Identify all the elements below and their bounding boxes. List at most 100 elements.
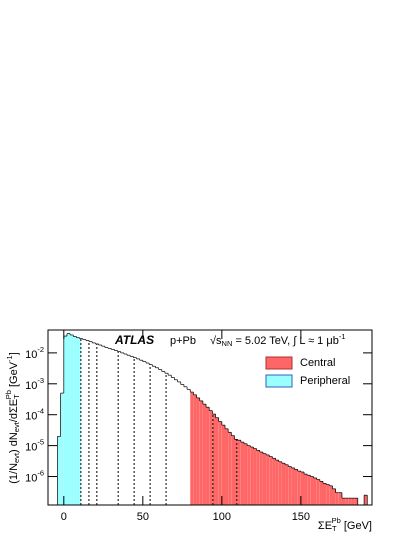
bar	[180, 384, 184, 505]
bar-region-fill	[266, 454, 270, 505]
y-label-part: (1/N	[8, 463, 20, 484]
bar-region-fill	[60, 393, 64, 505]
y-tick-label: 10-6	[25, 469, 44, 485]
bar-region-fill	[228, 432, 232, 505]
bar	[130, 356, 134, 505]
bar-region-fill	[262, 453, 267, 505]
bar-region-fill	[66, 333, 71, 505]
bar-region-fill	[243, 443, 248, 505]
bar	[158, 369, 162, 505]
bar	[161, 371, 165, 505]
bar	[145, 363, 150, 505]
bar-region-fill	[354, 498, 358, 505]
bar	[123, 354, 128, 505]
bar	[149, 364, 153, 505]
y-label-part: ) dN	[8, 432, 20, 453]
x-label-part: ΣE	[318, 520, 332, 532]
bar	[174, 379, 178, 505]
energy-label: √sNN = 5.02 TeV, ∫ L ≈ 1 μb-1	[210, 332, 345, 348]
y-label-part: T	[12, 394, 21, 399]
y-axis-label: (1/Nevt) dNevt/dΣETPb [GeV-1]	[4, 352, 21, 484]
bar-region-fill	[256, 450, 260, 505]
bar	[98, 344, 102, 505]
bar-region-fill	[345, 498, 349, 505]
x-axis-label: ΣETPb [GeV]	[318, 516, 372, 533]
bar-region-fill	[304, 474, 308, 505]
bar-region-fill	[196, 397, 200, 505]
bar	[142, 361, 146, 505]
bar-region-fill	[364, 495, 368, 505]
bar-region-fill	[237, 440, 241, 505]
bar-region-fill	[351, 498, 355, 505]
bar	[101, 346, 105, 505]
bar-region-fill	[275, 460, 279, 505]
y-label-part: ]	[8, 352, 20, 355]
bar	[79, 338, 83, 505]
bar-region-fill	[285, 464, 289, 505]
x-tick-label: 50	[137, 511, 149, 523]
bar	[183, 386, 188, 505]
experiment-label: ATLAS	[114, 333, 154, 347]
bar-region-fill	[202, 404, 207, 505]
y-tick-label: 10-3	[25, 376, 44, 392]
bar-region-fill	[190, 392, 194, 505]
y-label-part: /dΣE	[8, 399, 20, 422]
bar-region-fill	[338, 492, 342, 505]
bar-region-fill	[310, 476, 314, 505]
bar	[152, 366, 156, 505]
bar-region-fill	[215, 417, 219, 505]
energy-part: -1	[339, 332, 346, 341]
bar-region-fill	[269, 456, 273, 505]
energy-part: NN	[222, 339, 233, 348]
bar-region-fill	[225, 428, 229, 505]
bar-region-fill	[281, 463, 286, 505]
bar-region-fill	[319, 481, 324, 505]
bar-region-fill	[209, 410, 213, 505]
bar-region-fill	[335, 492, 339, 505]
bar-region-fill	[326, 484, 330, 505]
y-label-part: Pb	[4, 390, 13, 399]
bar-region-fill	[70, 334, 74, 505]
x-tick-label: 0	[61, 511, 67, 523]
x-label-part: T	[332, 524, 337, 533]
bar	[117, 351, 121, 505]
bar	[133, 357, 137, 505]
bar-region-fill	[76, 337, 80, 505]
bar	[136, 358, 140, 505]
bar	[177, 381, 181, 505]
bar	[155, 367, 159, 505]
bar	[120, 352, 124, 505]
bar-region-fill	[250, 447, 254, 505]
x-tick-label: 150	[292, 511, 310, 523]
bar	[168, 375, 172, 505]
y-label-part: -1	[5, 355, 14, 362]
bar	[104, 347, 109, 505]
bar	[89, 341, 93, 505]
bar-region-fill	[231, 435, 235, 505]
bar-region-fill	[247, 445, 251, 505]
legend-label: Central	[300, 357, 335, 369]
bar-region-fill	[316, 479, 320, 505]
bar	[108, 348, 112, 505]
y-label-part: evt	[12, 452, 21, 463]
legend-swatch	[265, 374, 293, 388]
y-tick-label: 10-2	[25, 345, 44, 361]
legend-swatch	[265, 356, 293, 370]
bar-region-fill	[63, 336, 67, 505]
bar	[111, 349, 115, 505]
bar-region-fill	[57, 436, 61, 505]
legend-label: Peripheral	[300, 375, 350, 387]
plot-frame	[47, 329, 373, 506]
bar-region-fill	[234, 439, 238, 505]
bar-region-fill	[193, 394, 197, 505]
bar	[82, 339, 86, 505]
bar-region-fill	[332, 488, 336, 505]
bar-region-fill	[313, 477, 317, 505]
bar-region-fill	[240, 442, 244, 505]
bar-region-fill	[307, 475, 311, 505]
bar-region-fill	[221, 425, 226, 505]
bar-region-fill	[73, 336, 77, 505]
bar-region-fill	[294, 469, 298, 505]
bar	[85, 340, 90, 505]
